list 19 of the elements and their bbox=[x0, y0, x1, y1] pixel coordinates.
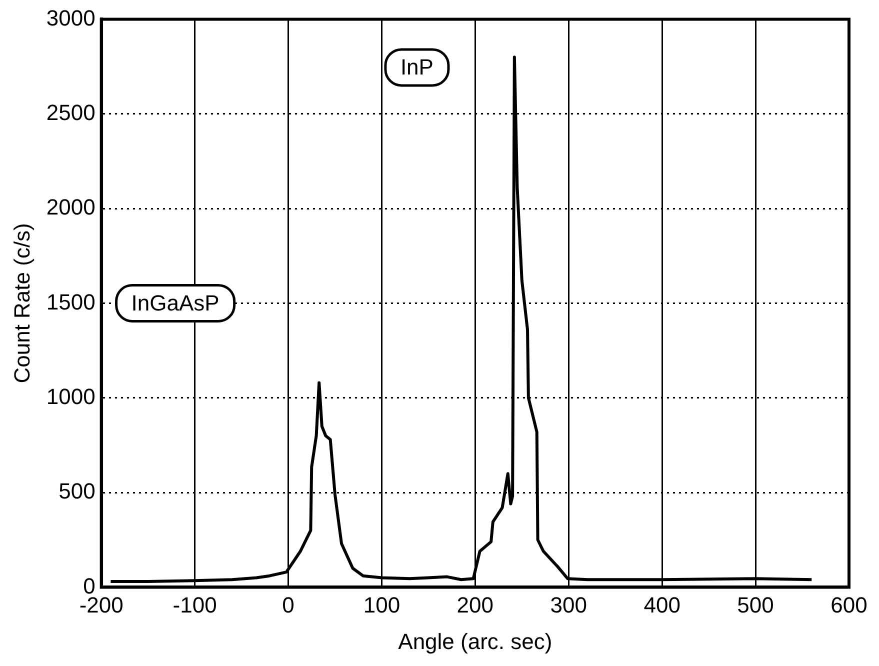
y-tick-label: 1000 bbox=[46, 384, 96, 409]
y-axis-title: Count Rate (c/s) bbox=[9, 223, 34, 384]
y-tick-label: 500 bbox=[58, 478, 96, 504]
x-tick-label: 100 bbox=[363, 592, 400, 618]
x-tick-label: 400 bbox=[644, 592, 680, 618]
x-tick-label: 200 bbox=[456, 592, 494, 618]
y-tick-label: 2000 bbox=[46, 194, 96, 220]
y-tick-label: 2500 bbox=[46, 100, 96, 125]
x-tick-label: 600 bbox=[830, 592, 868, 618]
x-tick-label: 500 bbox=[737, 592, 774, 618]
annotation: InP bbox=[400, 54, 434, 80]
x-tick-label: 0 bbox=[282, 592, 294, 618]
y-tick-label: 3000 bbox=[46, 5, 96, 30]
y-tick-label: 0 bbox=[83, 573, 96, 598]
y-tick-label: 1500 bbox=[46, 289, 96, 314]
x-tick-label: 300 bbox=[550, 592, 587, 618]
x-axis-title: Angle (arc. sec) bbox=[398, 628, 552, 654]
x-tick-label: -100 bbox=[172, 592, 217, 618]
annotation: InGaAsP bbox=[131, 290, 220, 316]
